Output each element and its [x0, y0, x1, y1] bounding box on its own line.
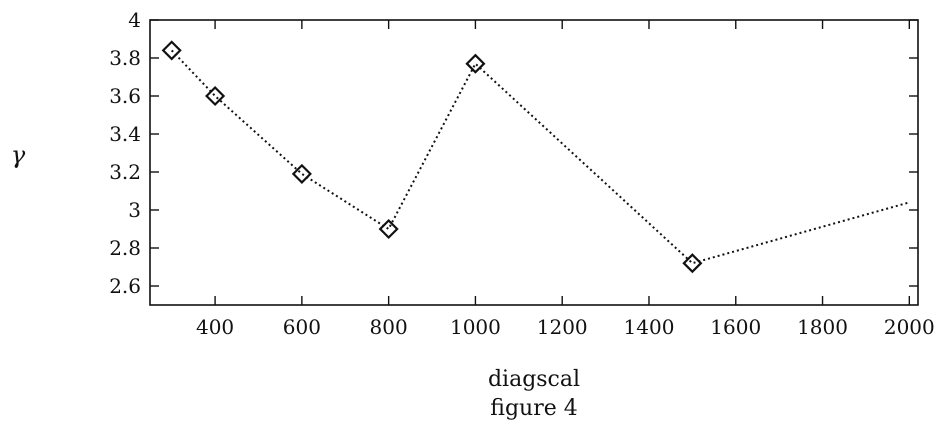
data-point-marker — [161, 40, 182, 61]
x-tick-label: 600 — [283, 315, 321, 339]
figure-caption: figure 4 — [490, 396, 577, 421]
axis-ticks — [150, 19, 918, 305]
x-tick-label: 800 — [370, 315, 408, 339]
y-tick-label: 4 — [128, 8, 141, 32]
series — [161, 40, 910, 274]
data-point-marker — [465, 53, 486, 74]
y-tick-label: 3.2 — [109, 160, 141, 184]
x-tick-label: 1000 — [450, 315, 501, 339]
x-tick-label: 400 — [196, 315, 234, 339]
y-axis-label: γ — [11, 141, 26, 169]
x-tick-label: 2000 — [884, 315, 935, 339]
x-tick-label: 1800 — [797, 315, 848, 339]
data-point-marker — [205, 85, 226, 107]
series-line — [170, 49, 910, 265]
data-point-marker — [291, 163, 312, 184]
y-tick-label: 3.4 — [109, 122, 141, 146]
y-tick-label: 3.6 — [109, 84, 141, 108]
data-point-marker — [378, 218, 399, 240]
plot-frame — [149, 19, 919, 306]
tick-labels: 400 600 800 1000 1200 1400 1600 1800 2000 2.6 2.8 3… — [109, 8, 935, 339]
y-tick-label: 2.8 — [109, 236, 141, 260]
x-tick-label: 1200 — [537, 315, 588, 339]
x-axis-label: diagscal — [488, 367, 580, 392]
y-tick-label: 3 — [128, 198, 141, 222]
x-tick-label: 1600 — [710, 315, 761, 339]
data-point-marker — [682, 253, 703, 274]
y-tick-label: 2.6 — [109, 274, 141, 298]
y-tick-label: 3.8 — [109, 46, 141, 70]
x-tick-label: 1400 — [624, 315, 675, 339]
